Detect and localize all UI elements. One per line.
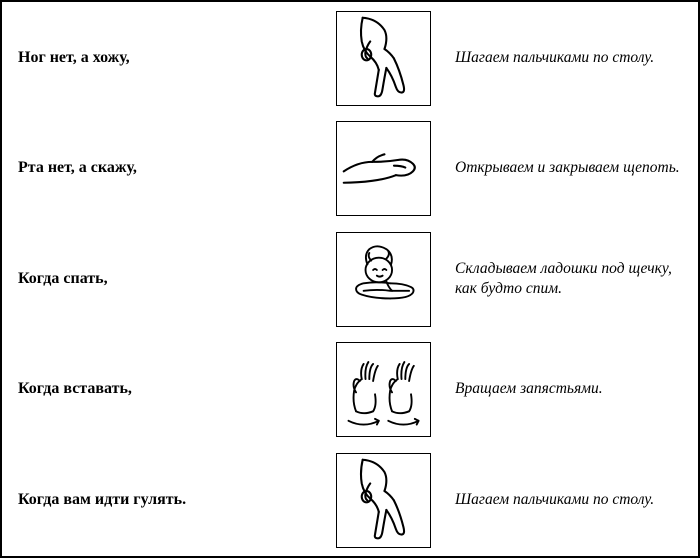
walk-icon xyxy=(339,455,429,545)
table-row: Когда спать, Складываем ладошки п xyxy=(18,229,688,329)
pinch-icon xyxy=(339,124,429,214)
walk-icon xyxy=(339,13,429,103)
rotate-icon xyxy=(339,345,429,435)
instruction-text: Открываем и закрываем щепоть. xyxy=(431,158,688,178)
instruction-text: Вращаем запястьями. xyxy=(431,379,688,399)
verse-text: Когда спать, xyxy=(18,269,336,290)
table-row: Ног нет, а хожу, Шагаем пальчиками по ст… xyxy=(18,8,688,108)
verse-text: Ног нет, а хожу, xyxy=(18,48,336,69)
illustration-rotate xyxy=(336,342,431,437)
table-row: Когда вставать, xyxy=(18,340,688,440)
exercise-table: Ног нет, а хожу, Шагаем пальчиками по ст… xyxy=(0,0,700,558)
instruction-text: Складываем ладошки под щечку, как будто … xyxy=(431,259,688,299)
instruction-text: Шагаем пальчиками по столу. xyxy=(431,48,688,68)
verse-text: Когда вам идти гулять. xyxy=(18,490,336,511)
table-row: Когда вам идти гулять. Шагаем пальчиками… xyxy=(18,450,688,550)
verse-text: Когда вставать, xyxy=(18,379,336,400)
illustration-walk xyxy=(336,11,431,106)
instruction-text: Шагаем пальчиками по столу. xyxy=(431,490,688,510)
illustration-sleep xyxy=(336,232,431,327)
table-row: Рта нет, а скажу, Открываем и закрываем … xyxy=(18,119,688,219)
verse-text: Рта нет, а скажу, xyxy=(18,158,336,179)
illustration-walk xyxy=(336,453,431,548)
sleep-icon xyxy=(339,234,429,324)
illustration-pinch xyxy=(336,121,431,216)
